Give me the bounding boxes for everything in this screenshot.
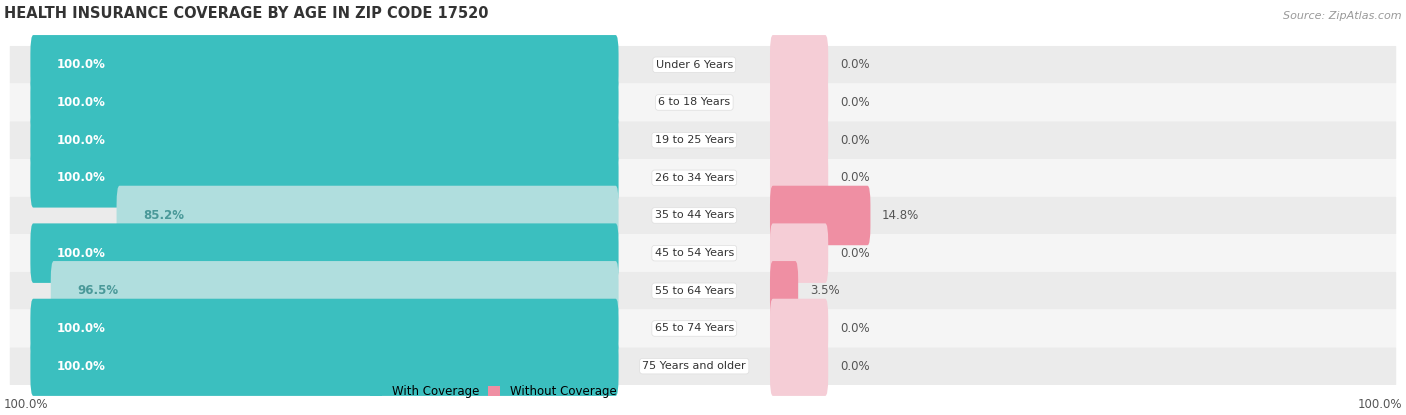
Text: 55 to 64 Years: 55 to 64 Years (655, 286, 734, 296)
Text: 100.0%: 100.0% (56, 360, 105, 373)
Text: HEALTH INSURANCE COVERAGE BY AGE IN ZIP CODE 17520: HEALTH INSURANCE COVERAGE BY AGE IN ZIP … (4, 7, 489, 22)
Text: 19 to 25 Years: 19 to 25 Years (655, 135, 734, 145)
Text: 35 to 44 Years: 35 to 44 Years (655, 210, 734, 220)
Text: 0.0%: 0.0% (839, 322, 869, 335)
FancyBboxPatch shape (10, 347, 1396, 385)
FancyBboxPatch shape (117, 186, 619, 245)
Text: 100.0%: 100.0% (56, 59, 105, 71)
FancyBboxPatch shape (10, 234, 1396, 272)
FancyBboxPatch shape (31, 337, 619, 396)
FancyBboxPatch shape (31, 223, 619, 283)
FancyBboxPatch shape (10, 310, 1396, 347)
FancyBboxPatch shape (770, 35, 828, 95)
Text: 6 to 18 Years: 6 to 18 Years (658, 98, 730, 107)
Text: 85.2%: 85.2% (143, 209, 184, 222)
FancyBboxPatch shape (31, 73, 619, 132)
FancyBboxPatch shape (31, 110, 619, 170)
Text: 0.0%: 0.0% (839, 360, 869, 373)
Text: 0.0%: 0.0% (839, 247, 869, 260)
Text: 96.5%: 96.5% (77, 284, 118, 297)
FancyBboxPatch shape (10, 272, 1396, 310)
Text: 100.0%: 100.0% (56, 322, 105, 335)
Text: 0.0%: 0.0% (839, 59, 869, 71)
FancyBboxPatch shape (31, 35, 619, 95)
Text: 0.0%: 0.0% (839, 171, 869, 184)
Text: Under 6 Years: Under 6 Years (655, 60, 733, 70)
Text: 100.0%: 100.0% (56, 247, 105, 260)
Text: 75 Years and older: 75 Years and older (643, 361, 747, 371)
FancyBboxPatch shape (10, 197, 1396, 234)
FancyBboxPatch shape (31, 148, 619, 208)
FancyBboxPatch shape (770, 186, 870, 245)
FancyBboxPatch shape (51, 261, 619, 320)
Text: 0.0%: 0.0% (839, 134, 869, 146)
Text: 3.5%: 3.5% (810, 284, 839, 297)
FancyBboxPatch shape (10, 121, 1396, 159)
Text: 100.0%: 100.0% (4, 398, 49, 411)
FancyBboxPatch shape (770, 337, 828, 396)
FancyBboxPatch shape (10, 84, 1396, 121)
FancyBboxPatch shape (770, 148, 828, 208)
Text: 100.0%: 100.0% (56, 171, 105, 184)
FancyBboxPatch shape (770, 299, 828, 358)
FancyBboxPatch shape (10, 159, 1396, 197)
FancyBboxPatch shape (770, 110, 828, 170)
Text: 100.0%: 100.0% (56, 96, 105, 109)
Text: 65 to 74 Years: 65 to 74 Years (655, 323, 734, 334)
FancyBboxPatch shape (10, 46, 1396, 84)
Text: Source: ZipAtlas.com: Source: ZipAtlas.com (1284, 12, 1402, 22)
Text: 100.0%: 100.0% (56, 134, 105, 146)
Text: 45 to 54 Years: 45 to 54 Years (655, 248, 734, 258)
FancyBboxPatch shape (770, 261, 799, 320)
Text: 0.0%: 0.0% (839, 96, 869, 109)
Text: 14.8%: 14.8% (882, 209, 920, 222)
FancyBboxPatch shape (31, 299, 619, 358)
FancyBboxPatch shape (770, 223, 828, 283)
FancyBboxPatch shape (770, 73, 828, 132)
Text: 26 to 34 Years: 26 to 34 Years (655, 173, 734, 183)
Legend: With Coverage, Without Coverage: With Coverage, Without Coverage (370, 385, 616, 398)
Text: 100.0%: 100.0% (1357, 398, 1402, 411)
